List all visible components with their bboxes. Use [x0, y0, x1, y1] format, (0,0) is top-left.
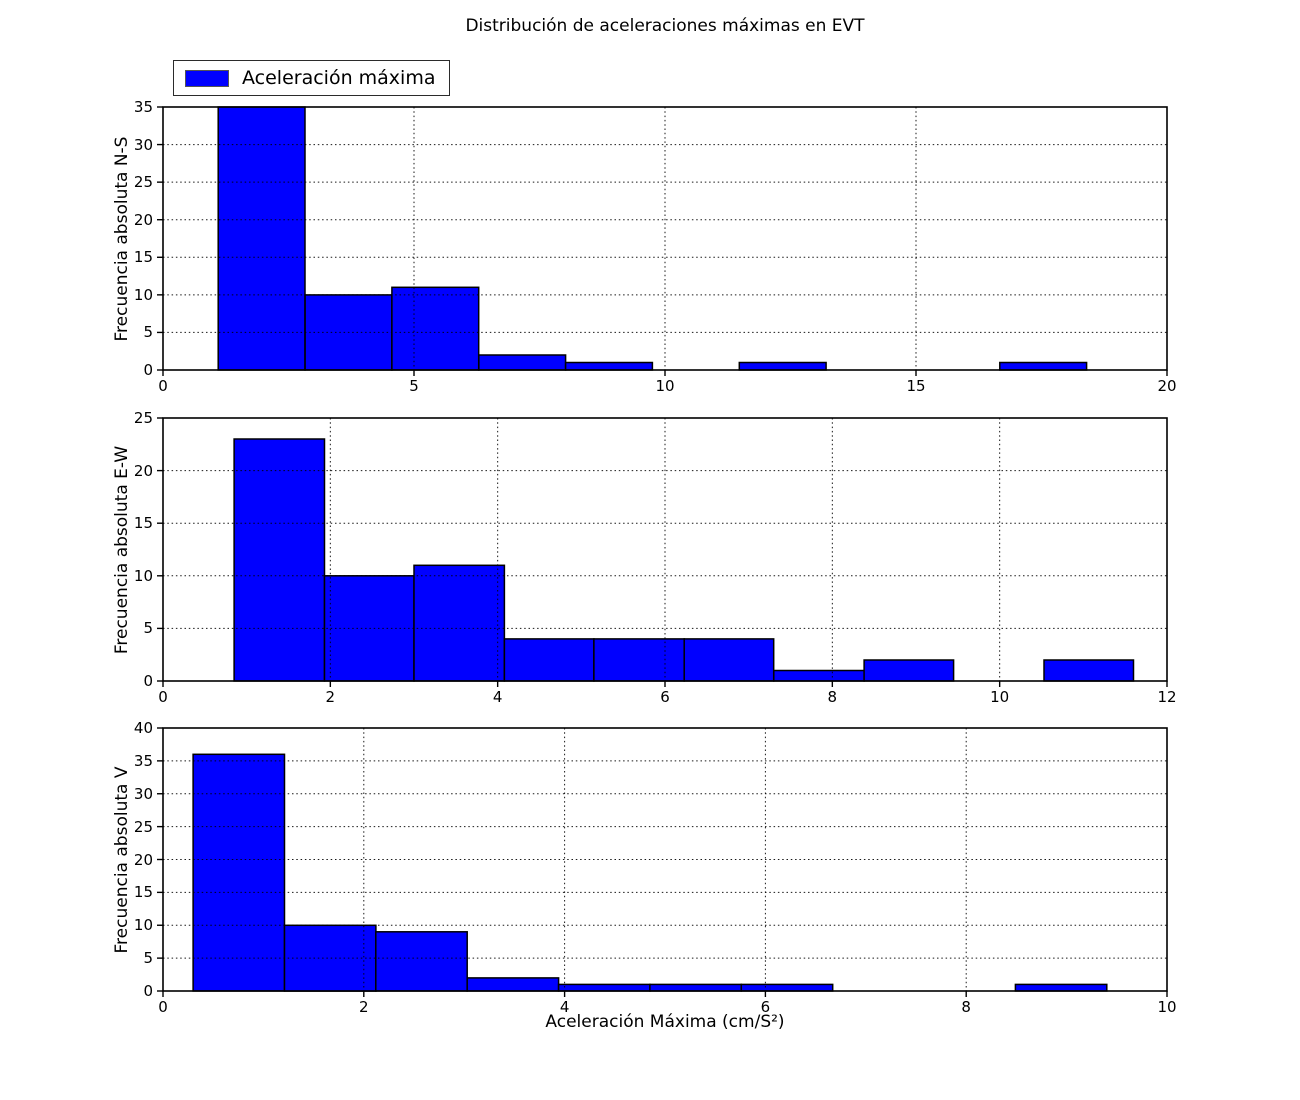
y-tick-label: 20: [133, 210, 153, 229]
x-tick-label: 20: [1157, 377, 1177, 395]
histogram-bar: [233, 438, 326, 682]
y-tick-label: 35: [133, 98, 153, 116]
y-tick-label: 35: [133, 751, 153, 770]
histogram-bar: [375, 931, 468, 992]
y-tick-label: 15: [133, 248, 153, 267]
y-tick-label: 25: [133, 409, 153, 427]
x-tick-label: 4: [559, 998, 570, 1016]
y-tick-label: 15: [133, 883, 153, 902]
x-tick-label: 4: [492, 688, 503, 706]
y-tick-label: 40: [133, 719, 153, 737]
y-tick-label: 10: [133, 916, 153, 935]
x-tick-label: 2: [325, 688, 336, 706]
histogram-bar: [391, 286, 480, 371]
xlabel: Aceleración Máxima (cm/S²): [545, 1012, 785, 1032]
y-tick-label: 25: [133, 173, 153, 192]
y-tick-label: 30: [133, 784, 153, 803]
histogram-bar: [683, 638, 775, 682]
y-tick-label: 15: [133, 514, 153, 533]
y-tick-label: 10: [133, 285, 153, 304]
x-tick-label: 10: [655, 377, 675, 395]
x-tick-label: 6: [660, 688, 670, 706]
legend-swatch: [185, 69, 229, 87]
x-tick-label: 0: [158, 688, 168, 706]
histogram-bar: [557, 983, 651, 992]
histogram-bar: [863, 659, 955, 682]
histogram-bar: [740, 983, 834, 992]
x-tick-label: 0: [158, 998, 168, 1016]
histogram-bar: [478, 354, 567, 371]
y-tick-label: 5: [143, 619, 153, 638]
histogram-bar: [192, 753, 286, 992]
y-tick-label: 5: [143, 323, 153, 342]
figure-title: Distribución de aceleraciones máximas en…: [465, 16, 865, 36]
histogram-bar: [593, 638, 686, 682]
histogram-bar: [1014, 983, 1108, 992]
x-tick-label: 10: [1157, 998, 1177, 1016]
y-tick-label: 0: [143, 361, 153, 379]
y-tick-label: 30: [133, 135, 153, 154]
x-tick-label: 10: [990, 688, 1010, 706]
y-tick-label: 5: [143, 949, 153, 968]
histogram-bar: [503, 638, 595, 682]
y-tick-label: 0: [143, 982, 153, 1000]
histogram-bar: [466, 977, 560, 992]
y-tick-label: 0: [143, 672, 153, 690]
y-tick-label: 20: [133, 850, 153, 869]
x-tick-label: 12: [1157, 688, 1177, 706]
y-tick-label: 20: [133, 461, 153, 480]
histogram-bar: [773, 669, 865, 682]
ylabel-ew: Frecuencia absoluta E-W: [112, 445, 132, 655]
histogram-bar: [999, 361, 1088, 371]
histogram-bar: [217, 106, 306, 371]
histogram-bar: [413, 564, 506, 682]
histogram-bar: [649, 983, 743, 992]
histogram-bar: [1043, 659, 1135, 682]
legend: Aceleración máxima: [173, 60, 450, 96]
y-tick-label: 25: [133, 817, 153, 836]
x-tick-label: 5: [409, 377, 419, 395]
x-tick-label: 8: [827, 688, 838, 706]
y-tick-label: 10: [133, 566, 153, 585]
legend-label: Aceleración máxima: [242, 67, 436, 89]
histogram-bar: [738, 361, 827, 371]
histogram-bar: [564, 361, 654, 371]
x-tick-label: 2: [359, 998, 369, 1016]
x-tick-label: 8: [961, 998, 971, 1016]
x-tick-label: 15: [906, 377, 926, 395]
x-tick-label: 0: [158, 377, 168, 395]
x-tick-label: 6: [760, 998, 771, 1016]
